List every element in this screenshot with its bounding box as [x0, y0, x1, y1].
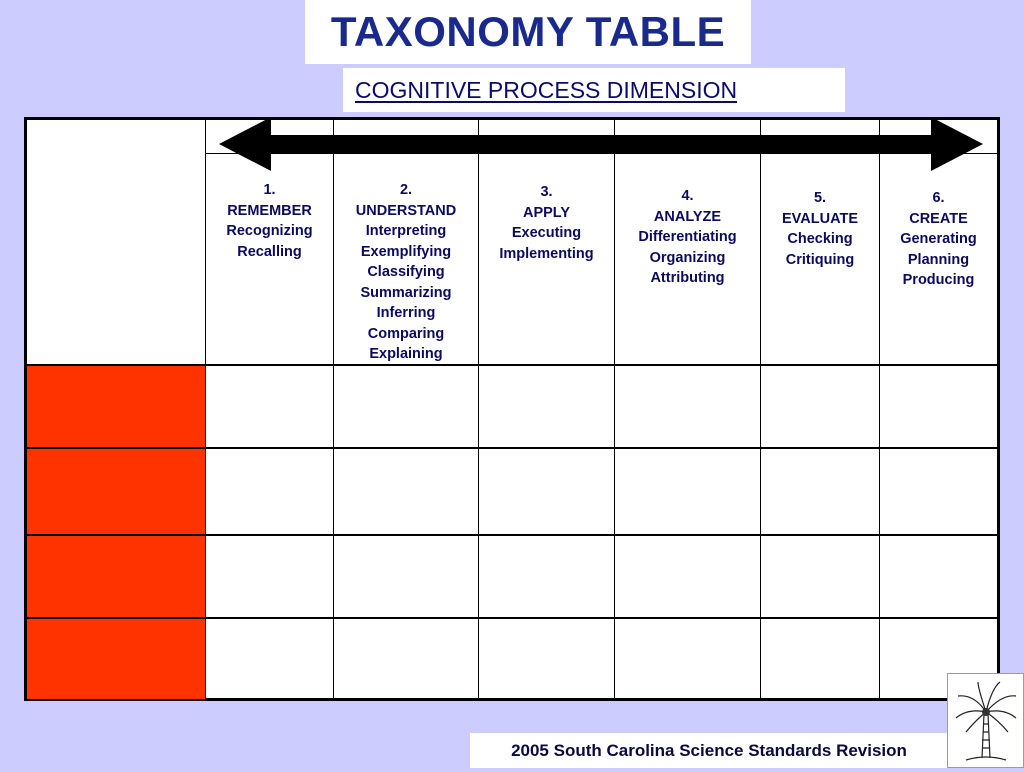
header-number: 2.	[399, 182, 413, 198]
knowledge-cell	[27, 619, 205, 699]
column-divider	[333, 120, 334, 698]
footer-text: 2005 South Carolina Science Standards Re…	[511, 740, 907, 760]
arrow-row-divider	[205, 153, 997, 154]
header-process: Producing	[902, 272, 975, 288]
footer-box: 2005 South Carolina Science Standards Re…	[470, 733, 948, 768]
header-process: Planning	[907, 251, 970, 268]
header-process: Explaining	[369, 346, 443, 362]
header-number: 3.	[540, 184, 553, 200]
column-divider	[760, 120, 761, 698]
knowledge-cell	[27, 449, 205, 535]
header-number: 5.	[813, 190, 827, 206]
column-header-analyze: 4. ANALYZE Differentiating Organizing At…	[615, 186, 760, 289]
logo	[947, 673, 1024, 768]
header-process: Executing	[511, 225, 582, 241]
header-number: 1.	[263, 182, 276, 198]
row-divider	[27, 364, 997, 366]
page-title: TAXONOMY TABLE	[330, 8, 726, 55]
header-process: Implementing	[499, 245, 594, 262]
column-divider	[205, 120, 206, 698]
column-divider	[614, 120, 615, 698]
header-name: CREATE	[909, 210, 968, 227]
subtitle-box: COGNITIVE PROCESS DIMENSION	[343, 68, 845, 112]
double-headed-arrow-icon	[219, 117, 983, 171]
header-process: Exemplifying	[360, 243, 452, 260]
header-name: EVALUATE	[782, 210, 858, 227]
row-divider	[27, 534, 997, 536]
header-process: Comparing	[367, 325, 445, 342]
dimension-subtitle: COGNITIVE PROCESS DIMENSION	[355, 76, 738, 103]
header-name: APPLY	[522, 204, 570, 221]
column-header-evaluate: 5. EVALUATE Checking Critiquing	[761, 188, 879, 270]
header-process: Differentiating	[638, 229, 737, 245]
header-process: Organizing	[649, 249, 726, 266]
header-number: 4.	[681, 188, 694, 204]
knowledge-cell	[27, 365, 205, 448]
header-number: 6.	[932, 190, 945, 206]
column-divider	[478, 120, 479, 698]
row-divider	[27, 447, 997, 449]
column-divider	[879, 120, 880, 698]
header-process: Classifying	[367, 264, 445, 280]
header-name: ANALYZE	[653, 208, 722, 225]
header-process: Generating	[900, 231, 977, 247]
row-divider	[27, 617, 997, 619]
header-process: Recognizing	[226, 223, 313, 239]
column-header-create: 6. CREATE Generating Planning Producing	[880, 188, 997, 291]
header-process: Critiquing	[785, 251, 855, 268]
header-process: Interpreting	[365, 223, 447, 239]
column-header-apply: 3. APPLY Executing Implementing	[479, 182, 614, 264]
taxonomy-grid: 1. REMEMBER Recognizing Recalling 2. UND…	[24, 117, 1000, 701]
column-header-understand: 2. UNDERSTAND Interpreting Exemplifying …	[334, 180, 478, 365]
header-process: Attributing	[650, 270, 725, 286]
title-box: TAXONOMY TABLE	[305, 0, 751, 64]
palmetto-tree-icon	[955, 681, 1017, 761]
column-header-remember: 1. REMEMBER Recognizing Recalling	[206, 180, 333, 262]
header-process: Summarizing	[360, 284, 452, 301]
header-process: Inferring	[376, 305, 436, 321]
header-name: REMEMBER	[227, 202, 312, 219]
header-process: Recalling	[237, 243, 302, 260]
header-name: UNDERSTAND	[355, 202, 457, 219]
knowledge-cell	[27, 536, 205, 618]
header-process: Checking	[787, 231, 853, 247]
